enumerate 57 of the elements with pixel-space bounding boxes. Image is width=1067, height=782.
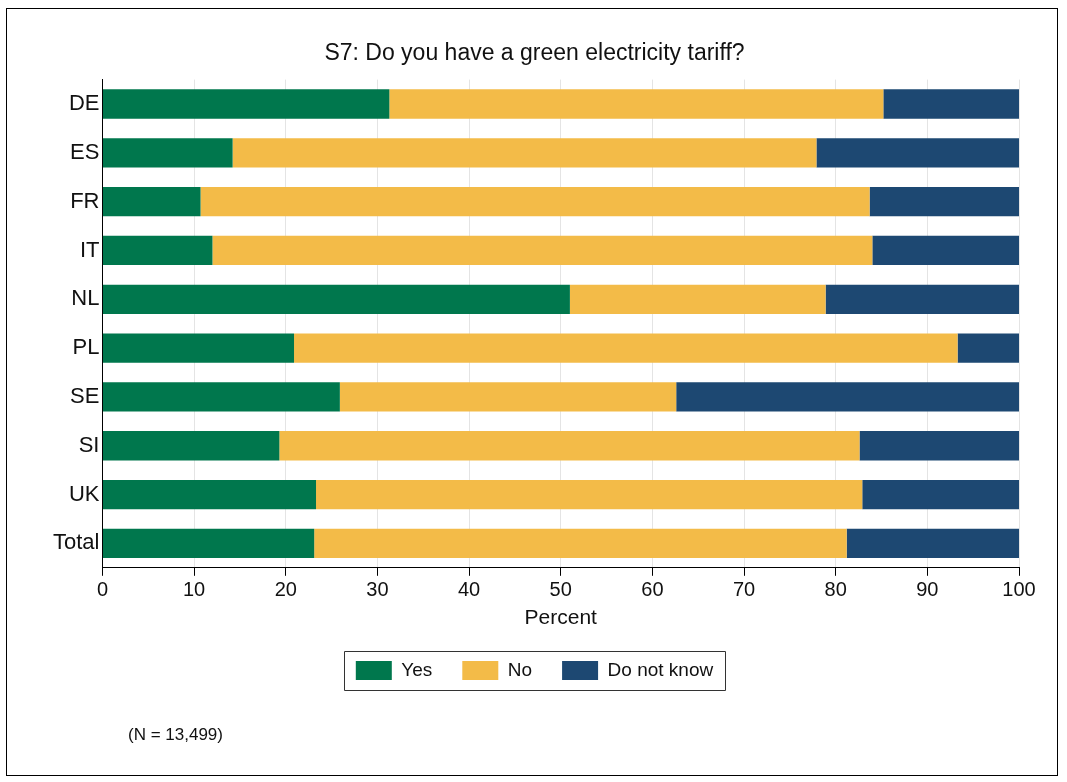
y-tick-label: Total: [52, 529, 100, 555]
bar: [339, 382, 677, 412]
bar: [232, 138, 817, 168]
bar: [102, 89, 390, 119]
bar: [212, 235, 873, 266]
bar: [316, 479, 863, 510]
x-axis-title: Percent: [524, 605, 598, 629]
x-tick-label: 10: [183, 578, 206, 601]
legend-label: Yes: [401, 658, 433, 680]
bar: [279, 431, 860, 461]
x-tick-label: 0: [96, 578, 109, 601]
bar: [200, 187, 870, 217]
bar: [102, 333, 295, 363]
bar: [102, 235, 213, 266]
bar: [816, 138, 1019, 168]
x-tick-label: 60: [641, 578, 664, 601]
y-tick-label: DE: [68, 90, 100, 116]
y-tick-label: SI: [78, 431, 100, 457]
bar: [957, 333, 1019, 363]
legend-label: Do not know: [607, 658, 714, 680]
x-tick-label: 70: [732, 578, 756, 601]
bar: [314, 528, 847, 559]
y-tick-label: UK: [68, 480, 100, 506]
x-tick-label: 100: [1002, 578, 1036, 601]
bar: [569, 284, 826, 314]
bar: [102, 138, 233, 168]
bar: [859, 431, 1019, 461]
bar: [102, 528, 315, 559]
bar: [294, 333, 958, 363]
bar: [102, 382, 340, 412]
text: (N = 13,499): [128, 725, 223, 745]
bar: [102, 479, 317, 510]
x-tick-label: 90: [916, 578, 939, 601]
legend-label: No: [507, 658, 533, 680]
x-tick-label: 20: [274, 578, 297, 601]
bar: [825, 284, 1019, 314]
bar: [872, 235, 1019, 266]
y-tick-label: FR: [70, 187, 100, 213]
bar: [883, 89, 1019, 119]
x-tick-label: 80: [824, 578, 847, 601]
y-tick-label: IT: [79, 236, 100, 262]
bar: [846, 528, 1019, 559]
x-tick-label: 30: [366, 578, 389, 601]
bar: [102, 187, 201, 217]
bar: [102, 284, 570, 314]
y-tick-label: NL: [71, 285, 100, 311]
chart-title: S7: Do you have a green electricity tariff?: [324, 39, 745, 66]
bar: [102, 431, 280, 461]
x-tick-label: 50: [549, 578, 572, 601]
bar: [389, 89, 884, 119]
bar: [869, 187, 1019, 217]
x-tick-label: 40: [457, 578, 481, 601]
bar: [862, 479, 1019, 510]
bar: [676, 382, 1019, 412]
y-tick-label: PL: [72, 334, 100, 360]
y-tick-label: SE: [70, 382, 100, 408]
y-tick-label: ES: [70, 138, 100, 164]
